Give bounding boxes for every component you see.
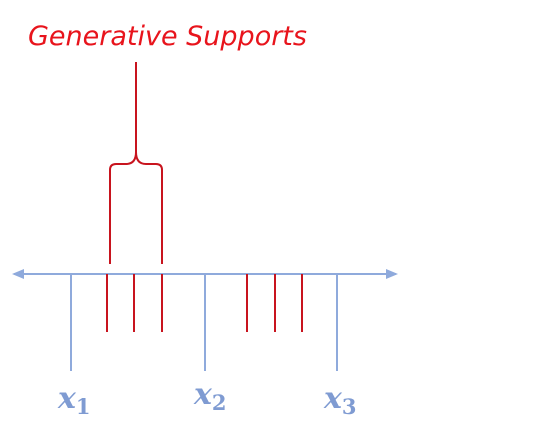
point-label-x2: x2 [193, 377, 227, 415]
title-label: Generative Supports [28, 21, 307, 52]
point-label-x3: x3 [323, 381, 357, 419]
point-label-x1: x1 [57, 381, 91, 419]
support-bracket [109, 62, 163, 264]
